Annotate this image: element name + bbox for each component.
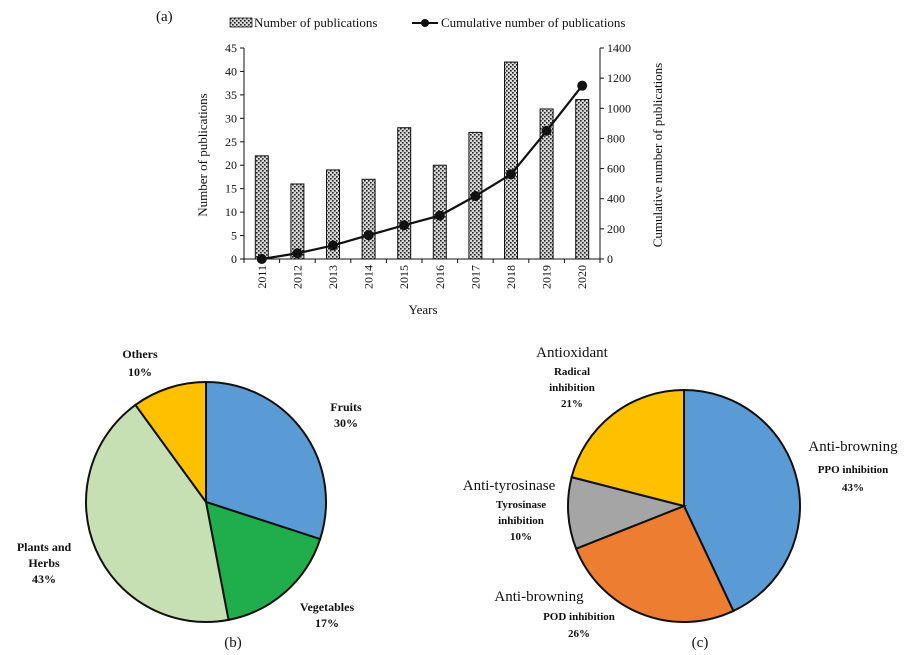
x-tick-label: 2014 (362, 265, 376, 289)
bars (254, 61, 590, 260)
pie-c-category-anti-browning-2: Anti-browning (494, 589, 584, 605)
pie-c-pct-radical: 21% (561, 398, 583, 410)
pie-b-label-others: Others (122, 347, 158, 361)
pie-b-label-plants-2: Herbs (28, 556, 60, 570)
y2-tick-label: 400 (607, 192, 625, 206)
y-tick-label: 45 (225, 41, 237, 55)
line-point (541, 125, 552, 136)
x-axis-label: Years (408, 302, 437, 317)
y-tick-label: 10 (225, 205, 237, 219)
pie-b-label-plants: Plants and (17, 540, 72, 554)
x-tick-label: 2016 (433, 265, 447, 289)
bar (361, 178, 376, 260)
panel-c-chart: Antioxidant Radical inhibition 21% Anti-… (463, 345, 898, 651)
pie-b-label-vegetables: Vegetables (300, 600, 355, 614)
panel-a-chart: (a) Number of publications Cumulative nu… (156, 9, 665, 317)
y-tick-label: 0 (231, 252, 237, 266)
cumulative-line-path (261, 84, 584, 261)
bar (397, 127, 412, 260)
bar (254, 155, 269, 260)
pie-c-label-ppo: PPO inhibition (818, 464, 889, 476)
pie-b-pct-plants: 43% (32, 572, 56, 586)
y2-tick-label: 1200 (607, 71, 631, 85)
y-tick-label: 25 (225, 135, 237, 149)
x-tick-label: 2019 (540, 265, 554, 289)
y-tick-label: 20 (225, 158, 237, 172)
pie-c-label-tyrosinase-2: inhibition (498, 515, 544, 527)
pie-b-label-fruits: Fruits (330, 400, 362, 414)
y-axis-label: Number of publications (195, 93, 210, 216)
legend-line-marker (421, 19, 429, 27)
pie-c-label-tyrosinase: Tyrosinase (496, 499, 546, 511)
y2-tick-label: 1400 (607, 41, 631, 55)
pie-c-pct-pod: 26% (568, 628, 590, 640)
pie-c-label-radical: Radical (554, 366, 590, 378)
line-point (399, 220, 410, 231)
tick-labels: 0 5 10 15 20 25 30 35 40 45 0 200 400 600 800 1000 1200 1… (225, 41, 631, 289)
line-point (506, 169, 516, 180)
y-tick-label: 40 (225, 64, 237, 78)
bar (290, 183, 305, 260)
pie-slice (205, 380, 327, 541)
line-point (434, 210, 445, 221)
pie-b-pct-vegetables: 17% (315, 616, 339, 630)
pie-c-category-antioxidant: Antioxidant (536, 345, 608, 361)
y2-tick-label: 1000 (607, 101, 631, 115)
panel-a-label: (a) (156, 9, 173, 25)
bar (539, 108, 554, 260)
panel-c-label: (c) (692, 635, 709, 651)
pie-slice (85, 403, 230, 623)
y-tick-label: 35 (225, 88, 237, 102)
legend: Number of publications Cumulative number… (229, 15, 626, 30)
pie-c-label-radical-2: inhibition (549, 382, 595, 394)
x-tick-label: 2015 (397, 265, 411, 289)
legend-bar-label: Number of publications (254, 15, 377, 30)
y2-tick-label: 800 (607, 131, 625, 145)
pie-c-pct-tyrosinase: 10% (510, 531, 532, 543)
pie-c-category-anti-browning-1: Anti-browning (808, 439, 898, 455)
pie-b-slices (85, 380, 327, 623)
pie-b-pct-others: 10% (128, 365, 152, 379)
pie-slice (204, 500, 322, 622)
panel-b-chart: Others 10% Fruits 30% Plants and Herbs 4… (17, 347, 362, 651)
line-point (328, 240, 338, 251)
line-point (363, 230, 374, 241)
bar (575, 99, 590, 260)
x-tick-label: 2017 (468, 265, 482, 289)
pie-c-pct-ppo: 43% (842, 482, 864, 494)
y2-tick-label: 0 (607, 252, 613, 266)
pie-slice (567, 475, 688, 551)
y-tick-label: 5 (231, 229, 237, 243)
pie-b-pct-fruits: 30% (334, 416, 358, 430)
pie-c-slices (567, 388, 801, 623)
y-tick-label: 15 (225, 182, 237, 196)
bar (504, 61, 518, 260)
y2-tick-label: 600 (607, 162, 625, 176)
legend-bar-swatch (229, 17, 253, 28)
y2-tick-label: 200 (607, 222, 625, 236)
y2-axis-label: Cumulative number of publications (650, 63, 665, 248)
pie-c-label-pod: POD inhibition (543, 611, 615, 623)
y-tick-label: 30 (225, 111, 237, 125)
line-point (256, 254, 267, 264)
x-tick-label: 2011 (255, 265, 269, 289)
pie-slice (134, 380, 207, 506)
x-tick-label: 2013 (326, 265, 340, 289)
pie-slice (570, 388, 685, 508)
pie-slice (683, 388, 801, 613)
legend-line-label: Cumulative number of publications (441, 15, 626, 30)
cumulative-line (256, 80, 588, 264)
x-tick-label: 2020 (575, 265, 589, 289)
pie-slice (574, 504, 735, 623)
panel-b-label: (b) (224, 635, 242, 651)
line-point (470, 191, 481, 202)
line-point (577, 80, 588, 91)
x-tick-label: 2018 (504, 265, 518, 289)
line-point (292, 248, 303, 259)
x-tick-label: 2012 (290, 265, 304, 289)
pie-c-category-anti-tyrosinase: Anti-tyrosinase (463, 478, 556, 494)
bar (326, 169, 340, 260)
